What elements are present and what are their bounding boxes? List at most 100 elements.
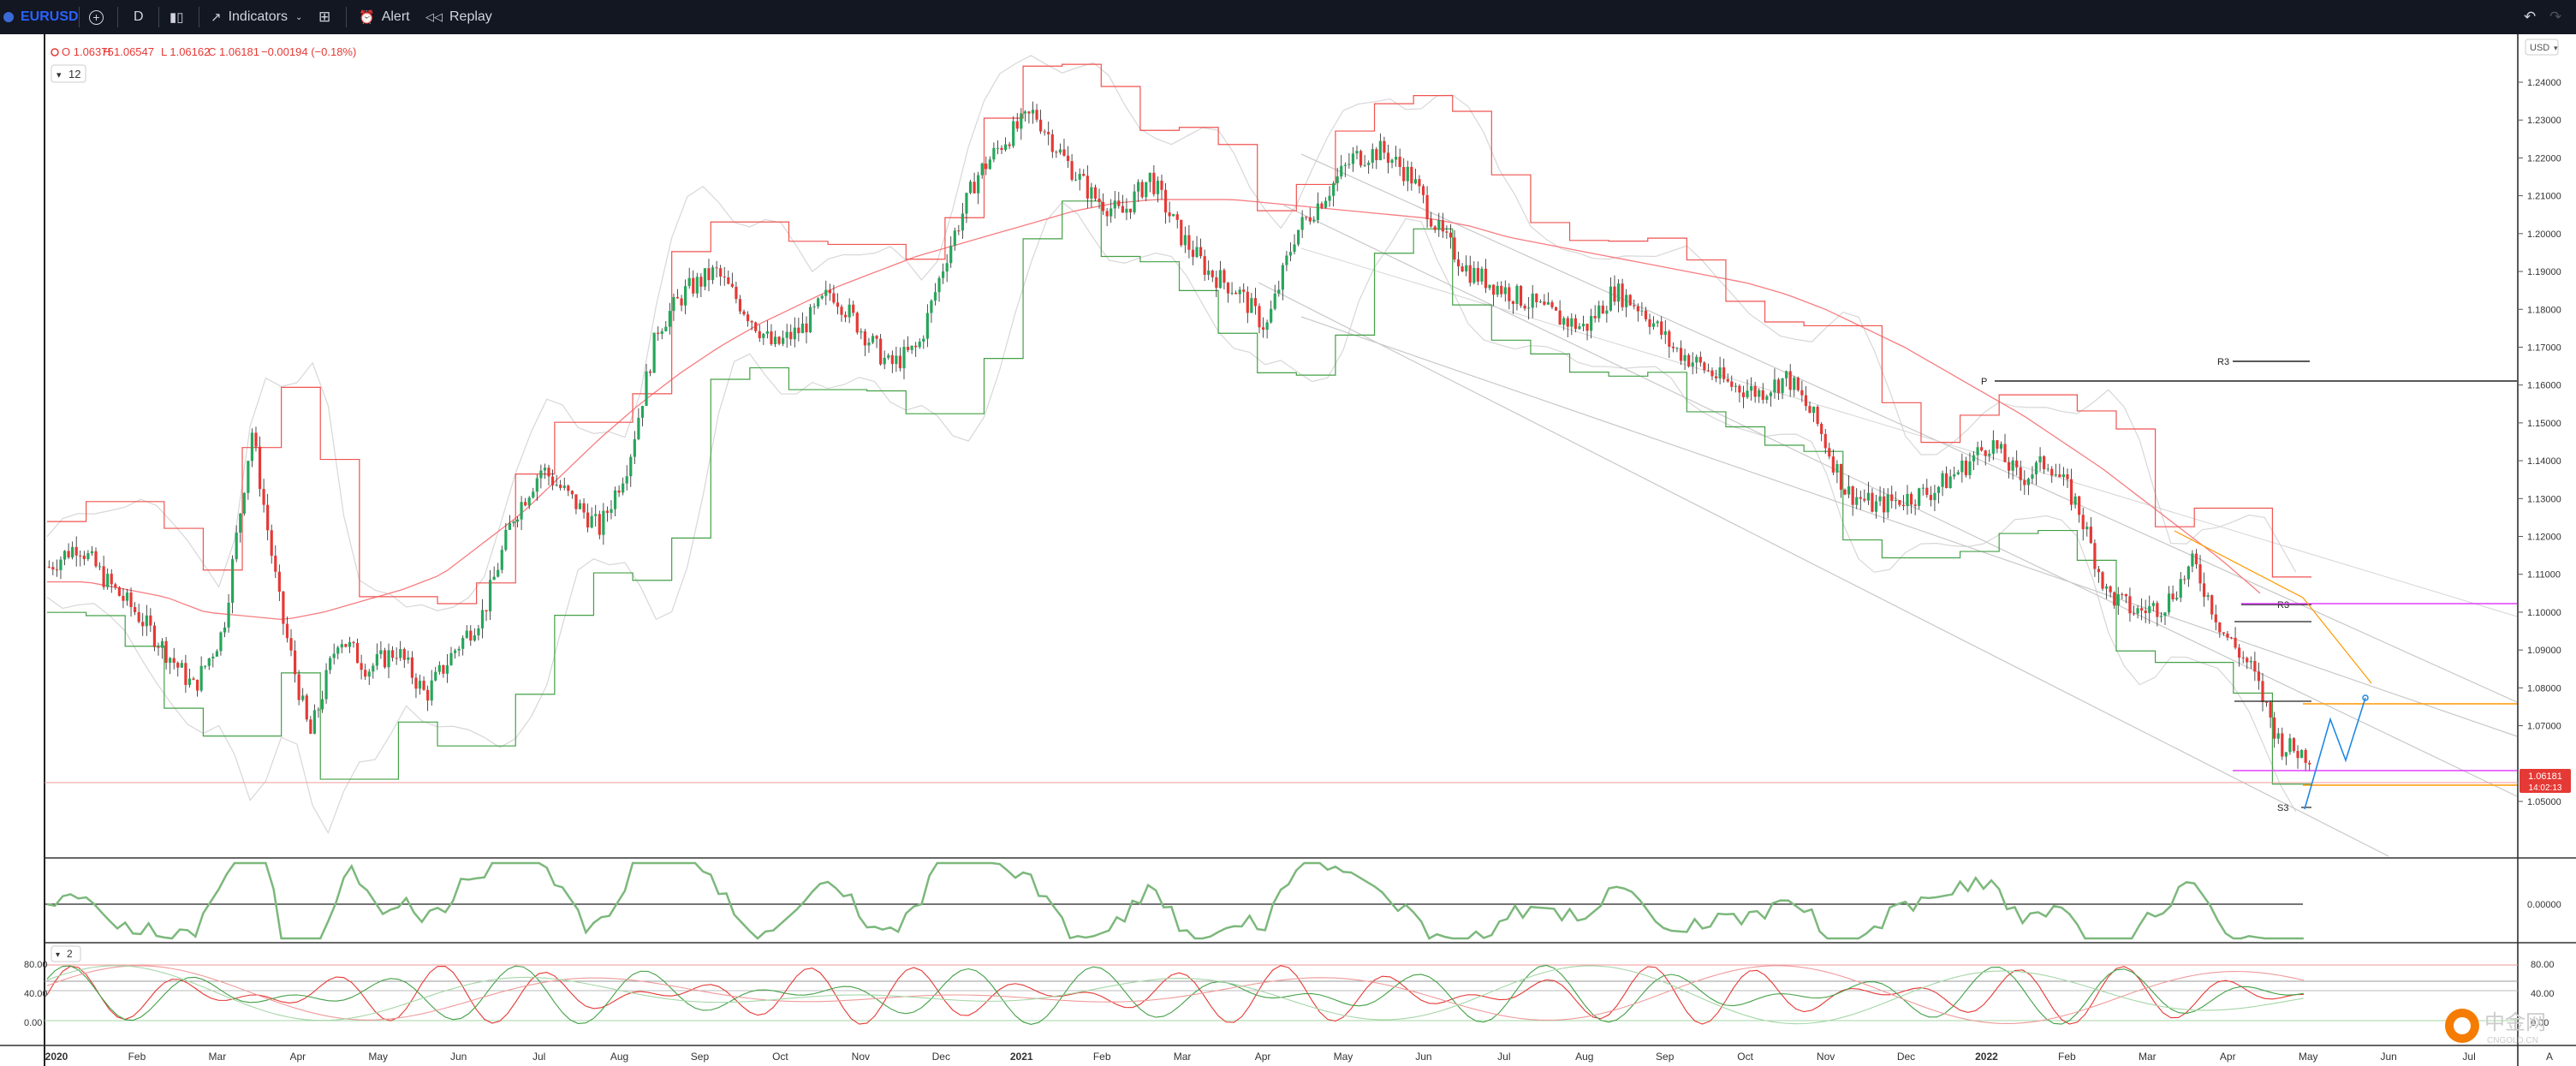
candle-body (1581, 324, 1585, 327)
alert-button[interactable]: ⏰ Alert (359, 0, 410, 34)
time-tick-label: Apr (1255, 1051, 1271, 1063)
candle-body (1413, 179, 1417, 184)
candle-body (703, 268, 707, 287)
candle-body (1160, 181, 1163, 190)
candle-body (559, 485, 562, 488)
candle-body (532, 491, 535, 498)
candle-body (852, 304, 855, 313)
candle-body (1753, 385, 1757, 397)
candle-body (957, 230, 961, 232)
chart-area[interactable]: P R3 R3 S3 1.240001.230001.220001.210001… (0, 34, 2576, 1066)
candle-body (2261, 681, 2264, 702)
candle-body (1901, 504, 1906, 507)
ema-line (47, 199, 2261, 621)
candle-body (62, 551, 67, 560)
candle-body (765, 331, 769, 334)
candle-body (2198, 564, 2202, 584)
layout-button[interactable]: ⊞ (318, 0, 330, 34)
indicators-button[interactable]: ↗ Indicators (211, 0, 288, 34)
candle-body (1300, 217, 1304, 230)
candle-body (1863, 498, 1866, 501)
time-tick-label: Aug (1575, 1051, 1593, 1063)
candle-body (1871, 492, 1874, 512)
candle-body (2179, 579, 2182, 599)
candle-body (1511, 301, 1515, 304)
last-price-tag (2519, 769, 2571, 793)
candle-body (1574, 318, 1577, 330)
candle-body (996, 147, 1000, 149)
candle-body (1316, 203, 1319, 220)
candle-body (1953, 473, 1956, 477)
undo-button[interactable]: ↶ (2524, 0, 2536, 34)
legend-open: O 1.06375 (62, 45, 114, 58)
redo-button[interactable]: ↷ (2549, 0, 2561, 34)
symbol-search[interactable]: EURUSD (3, 0, 79, 34)
candle-body (184, 663, 187, 685)
candle-body (933, 292, 937, 301)
price-tick-label: 1.12000 (2527, 533, 2561, 543)
candle-body (172, 658, 176, 664)
compare-button[interactable]: + (89, 0, 104, 34)
candle-body (90, 551, 94, 554)
candle-body (1421, 186, 1425, 195)
pane3-toggle[interactable] (51, 945, 81, 962)
indicator-templates-dropdown[interactable]: ⌄ (295, 0, 302, 34)
replay-button[interactable]: ◁◁ Replay (425, 0, 492, 34)
candle-body (1351, 153, 1355, 164)
candle-body (1851, 485, 1854, 505)
candle-body (832, 293, 836, 303)
candle-body (930, 301, 933, 313)
legend-close: C 1.06181 (208, 45, 259, 58)
candle-body (152, 625, 157, 647)
candle-body (1375, 149, 1378, 161)
candle-body (1047, 132, 1050, 134)
alarm-clock-icon: ⏰ (359, 10, 375, 25)
candle-body (86, 553, 90, 560)
time-tick-label: Nov (1817, 1051, 1835, 1063)
price-tick-label: 1.09000 (2527, 646, 2561, 656)
candle-body (2206, 595, 2210, 598)
candle-body (59, 559, 62, 570)
candle-body (684, 286, 687, 306)
candle-body (2202, 583, 2206, 598)
candle-body (125, 593, 129, 601)
candle-body (2292, 738, 2296, 752)
price-tick-label: 1.17000 (2527, 342, 2561, 353)
candle-body (2281, 733, 2284, 757)
time-tick-label: A (2546, 1051, 2553, 1063)
candle-body (247, 461, 250, 493)
candle-body (2308, 762, 2311, 765)
candle-body (567, 485, 570, 491)
chart-style-button[interactable]: ▮▯ (170, 0, 184, 34)
candle-body (1714, 376, 1718, 378)
candle-body (1597, 305, 1601, 319)
candle-body (254, 432, 258, 447)
candle-body (461, 637, 465, 649)
oscillator-zero-label: 0.00000 (2527, 900, 2561, 910)
candle-body (312, 710, 316, 735)
candle-body (305, 695, 308, 720)
indicators-toggle[interactable] (51, 64, 86, 83)
candle-body (1656, 321, 1659, 324)
interval-button[interactable]: D (134, 0, 144, 34)
time-tick-label: 2020 (45, 1051, 68, 1063)
candle-body (457, 648, 461, 651)
candle-body (2113, 592, 2116, 606)
candle-body (1929, 494, 1932, 501)
currency-button[interactable] (2525, 39, 2559, 56)
candle-body (1663, 331, 1667, 336)
candle-body (1730, 381, 1734, 387)
candle-body (1823, 433, 1827, 449)
candle-body (738, 299, 742, 312)
candle-body (949, 245, 953, 264)
candle-body (2061, 474, 2066, 478)
candle-body (1531, 293, 1534, 308)
candle-body (1199, 247, 1203, 257)
candle-body (473, 635, 476, 641)
candle-body (2050, 468, 2054, 476)
candle-body (47, 566, 51, 568)
candle-body (843, 314, 848, 318)
candle-body (1590, 316, 1593, 331)
chevron-down-icon: ▾ (2554, 44, 2558, 52)
time-tick-label: Jun (2380, 1051, 2396, 1063)
